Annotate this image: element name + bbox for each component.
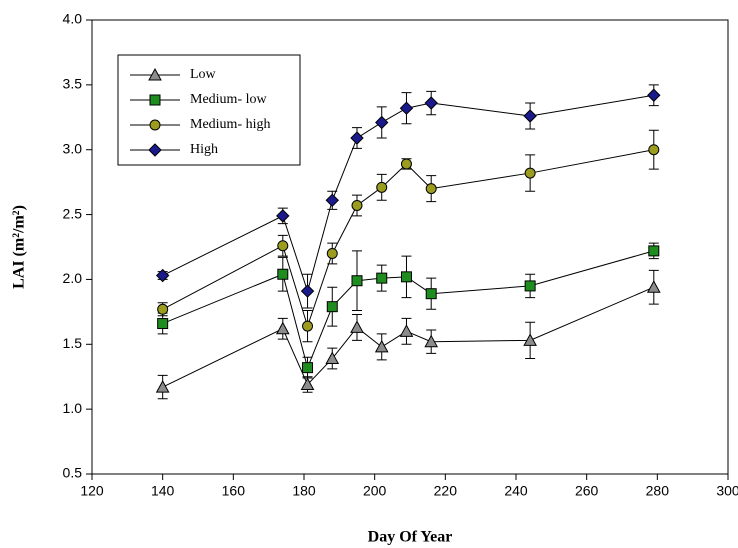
marker (374, 339, 389, 353)
y-tick-label: 3.0 (63, 140, 83, 156)
marker (350, 131, 364, 145)
x-tick-label: 260 (575, 483, 599, 499)
marker (325, 193, 339, 208)
marker (300, 284, 315, 298)
series-line (162, 94, 654, 293)
y-axis-label: LAI (m²/m²) (11, 205, 28, 289)
marker (648, 144, 660, 156)
marker (326, 301, 338, 313)
marker (276, 209, 290, 223)
marker (648, 245, 660, 257)
x-tick-label: 120 (80, 483, 104, 499)
marker (148, 143, 162, 157)
x-tick-label: 180 (292, 483, 316, 499)
marker (523, 109, 537, 123)
marker (277, 240, 289, 252)
x-axis-label: Day Of Year (368, 529, 453, 546)
y-tick-label: 2.5 (63, 205, 83, 221)
marker (524, 167, 536, 179)
marker (424, 334, 439, 348)
marker (155, 380, 170, 393)
marker (302, 320, 314, 332)
x-tick-label: 300 (716, 483, 738, 499)
marker (523, 333, 537, 346)
marker (524, 280, 536, 292)
marker (277, 268, 289, 280)
marker (425, 183, 437, 195)
marker (400, 271, 412, 283)
marker (148, 67, 162, 81)
legend-label: Medium- low (190, 92, 267, 107)
legend-box (117, 54, 301, 166)
plot-frame (91, 19, 729, 475)
marker (155, 268, 170, 283)
legend-label: High (190, 142, 218, 157)
marker (375, 115, 389, 130)
marker (149, 94, 161, 106)
legend-label: Low (190, 67, 217, 82)
x-tick-label: 220 (434, 483, 458, 499)
marker (157, 303, 169, 315)
marker (300, 377, 315, 390)
marker (351, 275, 363, 287)
marker (425, 288, 437, 300)
y-tick-label: 2.0 (63, 270, 83, 286)
marker (157, 318, 169, 330)
marker (302, 362, 314, 374)
marker (399, 101, 414, 115)
x-tick-label: 240 (504, 483, 528, 499)
y-tick-label: 1.5 (63, 335, 83, 351)
x-tick-label: 200 (363, 483, 387, 499)
y-tick-label: 0.5 (63, 465, 83, 481)
marker (424, 96, 438, 110)
marker (376, 181, 388, 193)
marker (325, 351, 340, 365)
legend-label: Medium- high (190, 117, 271, 132)
marker (326, 247, 338, 259)
marker (350, 320, 364, 333)
marker (275, 321, 290, 335)
marker (376, 272, 388, 284)
y-tick-label: 4.0 (63, 11, 83, 27)
marker (149, 119, 161, 131)
marker (646, 280, 661, 293)
marker (399, 324, 414, 337)
x-tick-label: 280 (646, 483, 670, 499)
marker (400, 158, 412, 170)
series-line (162, 149, 654, 328)
series-line (162, 250, 654, 370)
x-tick-label: 160 (222, 483, 246, 499)
marker (647, 88, 661, 102)
y-tick-label: 3.5 (63, 76, 83, 92)
y-tick-label: 1.0 (63, 400, 83, 416)
marker (351, 199, 363, 211)
series-line (162, 286, 654, 388)
x-tick-label: 140 (151, 483, 175, 499)
